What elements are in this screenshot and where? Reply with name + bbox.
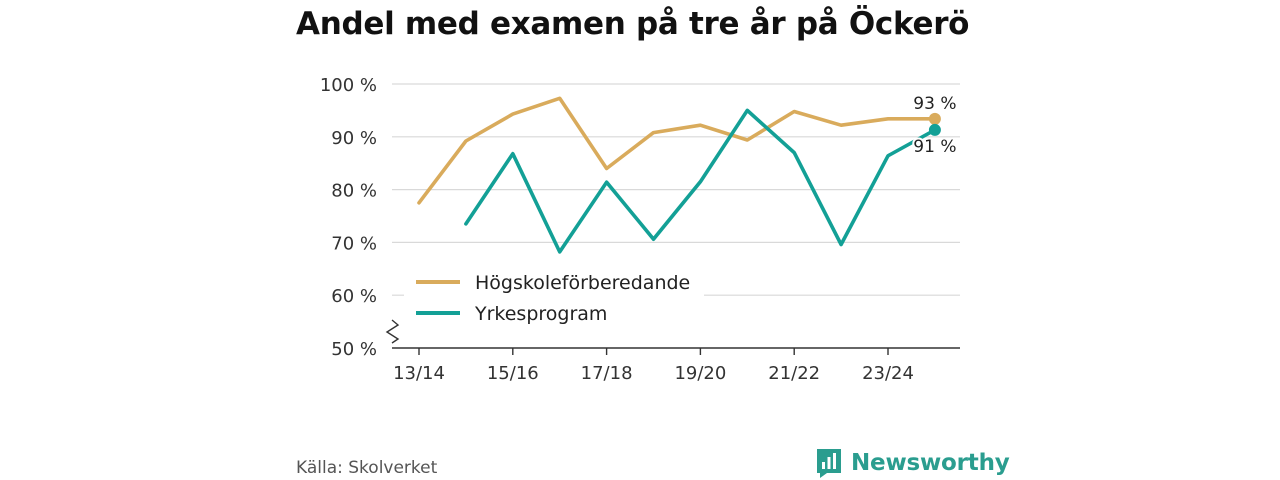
x-tick-label: 17/18 [581,363,633,384]
x-tick-label: 19/20 [674,363,726,384]
newsworthy-logo-icon [817,449,841,478]
series-end-point [928,123,941,136]
brand-logo: Newsworthy [815,447,1010,479]
x-tick-label: 15/16 [487,363,539,384]
legend: Högskoleförberedande Yrkesprogram [404,266,704,330]
series-line-2 [464,108,937,254]
x-tick-label: 23/24 [862,363,914,384]
legend-background [404,266,704,330]
x-tick-label: 13/14 [393,363,445,384]
y-tick-label: 70 % [331,233,377,254]
y-tick-label: 60 % [331,286,377,307]
x-axis [385,319,960,355]
series-end-label: 93 % [913,94,956,114]
chart-title: Andel med examen på tre år på Öckerö [296,6,970,42]
y-tick-label: 100 % [320,75,377,96]
axis-break-icon [385,319,400,344]
line-chart: 50 % 60 % 70 % 80 % 90 % 100 % 13/14 15/16 17/1… [320,75,960,384]
x-axis-tick-labels: 13/14 15/16 17/18 19/20 21/22 23/24 [393,363,914,384]
brand-name: Newsworthy [851,450,1010,476]
gridlines [392,83,960,296]
x-tick-label: 21/22 [768,363,820,384]
series-lines: 93 % 91 % [417,92,959,254]
series-end-point [928,112,941,125]
series-line-1 [417,96,937,205]
y-axis-tick-labels: 50 % 60 % 70 % 80 % 90 % 100 % [320,75,377,360]
y-tick-label: 50 % [331,339,377,360]
y-tick-label: 80 % [331,181,377,202]
series-end-label: 91 % [913,137,956,157]
source-note: Källa: Skolverket [296,458,438,478]
y-tick-label: 90 % [331,128,377,149]
legend-label: Yrkesprogram [474,303,607,325]
legend-label: Högskoleförberedande [475,272,690,294]
